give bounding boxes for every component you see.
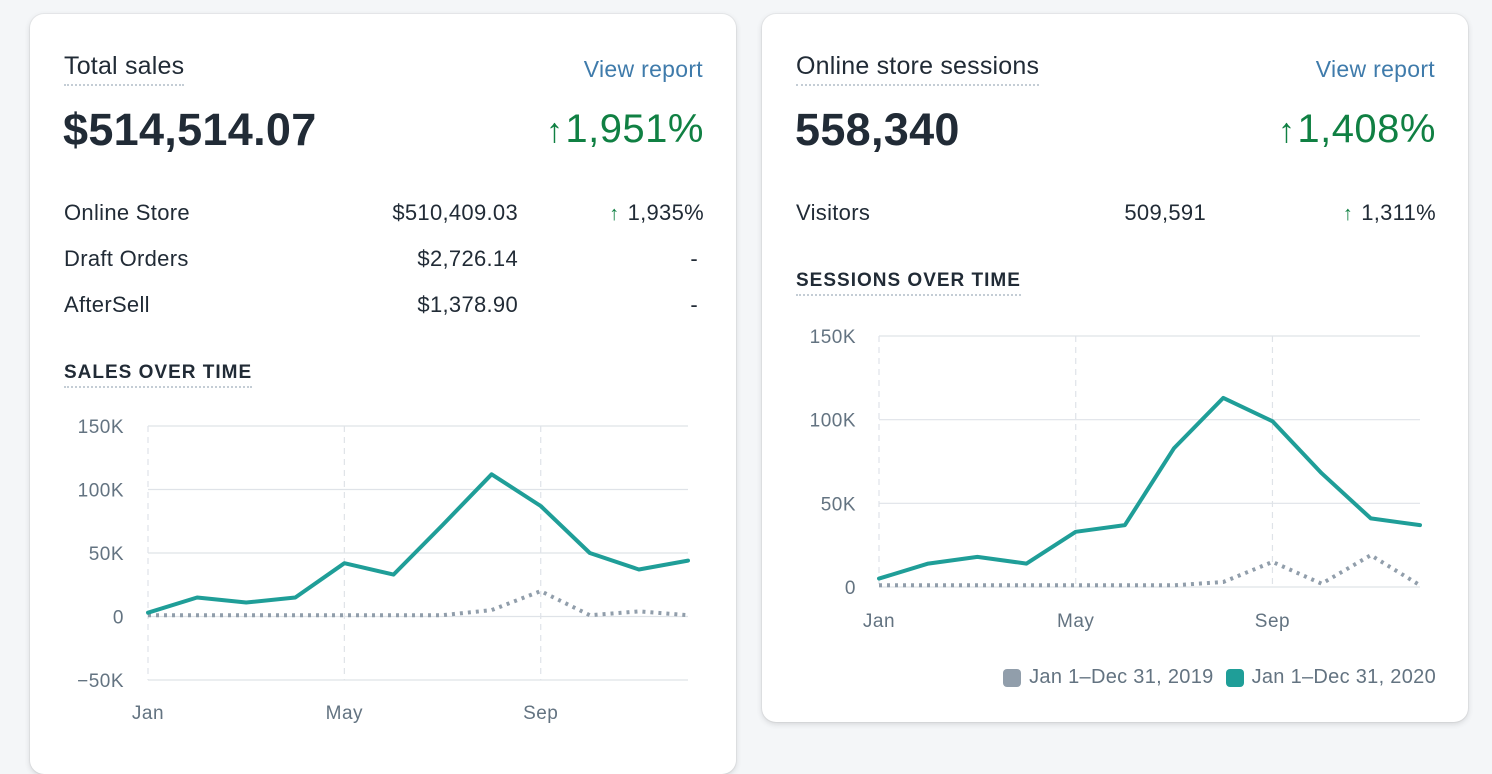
y-tick-label: 0 <box>113 608 124 629</box>
y-tick-label: 50K <box>821 494 856 515</box>
y-tick-label: −50K <box>77 671 124 692</box>
breakdown-change: - <box>690 246 698 271</box>
legend-label-current: Jan 1–Dec 31, 2020 <box>1251 666 1436 688</box>
sessions-total-value: 558,340 <box>795 104 960 155</box>
total-sales-change-value: 1,951% <box>565 107 704 151</box>
legend-label-previous: Jan 1–Dec 31, 2019 <box>1029 666 1214 688</box>
series-line-previous <box>148 589 689 618</box>
chart-legend: Jan 1–Dec 31, 2019 Jan 1–Dec 31, 2020 <box>991 666 1436 689</box>
legend-item-current[interactable]: Jan 1–Dec 31, 2020 <box>1225 666 1436 689</box>
sales-over-time-title[interactable]: SALES OVER TIME <box>64 362 253 388</box>
arrow-up-icon: ↑ <box>1342 203 1354 225</box>
x-tick-label: May <box>1057 611 1094 632</box>
breakdown-change: ↑ 1,311% <box>1342 200 1436 225</box>
series-line-current <box>146 472 690 615</box>
x-tick-label: Jan <box>132 703 164 724</box>
total-sales-card: Total sales View report $514,514.07 ↑1,9… <box>30 14 736 774</box>
breakdown-value: $2,726.14 <box>417 246 518 271</box>
breakdown-row-aftersell: AfterSell $1,378.90 - <box>64 292 704 322</box>
breakdown-row-online-store: Online Store $510,409.03 ↑ 1,935% <box>64 200 704 230</box>
total-sales-value: $514,514.07 <box>63 104 317 155</box>
breakdown-change: ↑ 1,935% <box>609 200 704 225</box>
y-tick-label: 100K <box>78 481 124 502</box>
y-tick-label: 0 <box>845 578 856 599</box>
y-tick-label: 50K <box>89 544 124 565</box>
total-sales-title[interactable]: Total sales <box>64 52 185 86</box>
y-tick-label: 150K <box>810 327 856 348</box>
x-tick-label: Sep <box>523 703 558 724</box>
sales-view-report-link[interactable]: View report <box>583 56 703 82</box>
sessions-over-time-chart[interactable]: 150K 100K 50K 0 Jan May Sep <box>762 14 1468 654</box>
series-line-current <box>877 395 1422 581</box>
breakdown-value: $1,378.90 <box>417 292 518 317</box>
arrow-up-icon: ↑ <box>545 112 564 150</box>
legend-item-previous[interactable]: Jan 1–Dec 31, 2019 <box>1003 666 1213 689</box>
x-tick-label: Jan <box>863 611 895 632</box>
x-tick-label: Sep <box>1255 611 1290 632</box>
sales-over-time-chart[interactable]: 150K 100K 50K 0 −50K Jan May Sep <box>30 14 736 736</box>
total-sales-change: ↑1,951% <box>546 107 704 152</box>
arrow-up-icon: ↑ <box>609 203 620 225</box>
sessions-over-time-title[interactable]: SESSIONS OVER TIME <box>796 270 1021 296</box>
x-tick-label: May <box>326 703 363 724</box>
breakdown-change: - <box>690 292 698 317</box>
sessions-view-report-link[interactable]: View report <box>1315 56 1435 82</box>
arrow-up-icon: ↑ <box>1277 112 1296 150</box>
y-tick-label: 100K <box>810 411 856 432</box>
sessions-change: ↑1,408% <box>1278 107 1436 152</box>
breakdown-row-visitors: Visitors 509,591 ↑ 1,311% <box>796 200 1436 230</box>
breakdown-label: Online Store <box>64 200 190 225</box>
legend-swatch-previous <box>1003 668 1022 687</box>
breakdown-row-draft-orders: Draft Orders $2,726.14 - <box>64 246 704 276</box>
breakdown-value: 509,591 <box>1124 200 1206 225</box>
legend-swatch-current <box>1225 668 1244 687</box>
y-tick-label: 150K <box>78 417 124 438</box>
sessions-change-value: 1,408% <box>1297 107 1436 151</box>
breakdown-label: AfterSell <box>64 292 150 317</box>
online-store-sessions-card: Online store sessions View report 558,34… <box>762 14 1468 722</box>
breakdown-label: Draft Orders <box>64 246 189 271</box>
breakdown-value: $510,409.03 <box>392 200 518 225</box>
sessions-title[interactable]: Online store sessions <box>796 52 1040 86</box>
series-line-previous <box>879 553 1422 588</box>
breakdown-label: Visitors <box>796 200 871 225</box>
